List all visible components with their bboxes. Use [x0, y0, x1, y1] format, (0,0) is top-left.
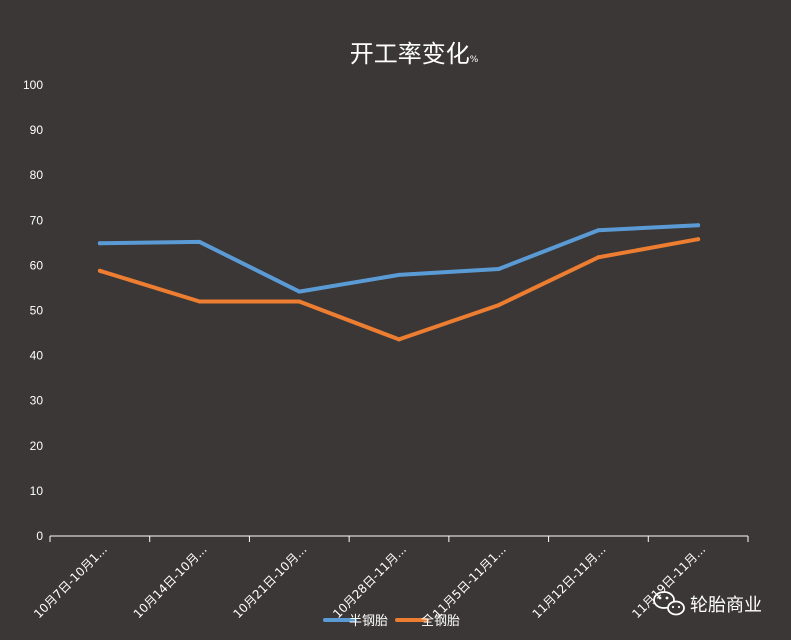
- y-tick-label: 90: [30, 123, 44, 137]
- data-point: [297, 299, 302, 304]
- x-tick-label: 10月14日-10月...: [131, 542, 210, 621]
- data-point: [596, 255, 601, 260]
- x-tick-label: 11月12日-11月...: [530, 542, 609, 621]
- data-point: [197, 299, 202, 304]
- legend-item-1: 全钢胎: [395, 613, 460, 629]
- y-tick-label: 60: [30, 258, 44, 272]
- y-tick-label: 40: [30, 349, 44, 363]
- chart-title: 开工率变化%: [350, 40, 479, 68]
- data-point: [197, 239, 202, 244]
- legend-label: 半钢胎: [349, 614, 388, 629]
- chart-title-text: 开工率变化: [350, 40, 470, 68]
- y-tick-label: 70: [30, 213, 44, 227]
- x-tick-label: 11月5日-11月1...: [430, 542, 509, 621]
- legend: 半钢胎 全钢胎: [323, 613, 460, 629]
- y-tick-label: 0: [36, 529, 43, 543]
- chart-title-unit: %: [470, 55, 479, 65]
- series-layer: [97, 223, 701, 342]
- legend-item-0: 半钢胎: [323, 614, 388, 629]
- x-tick-label: 10月28日-11月...: [330, 542, 409, 621]
- data-point: [696, 237, 701, 242]
- data-point: [97, 268, 102, 273]
- watermark: 轮胎商业: [653, 591, 762, 616]
- y-tick-label: 30: [30, 394, 44, 408]
- data-point: [496, 303, 501, 308]
- data-point: [696, 223, 701, 228]
- series-line-0: [97, 223, 701, 294]
- data-point: [397, 272, 401, 277]
- data-point: [97, 241, 102, 246]
- legend-label: 全钢胎: [421, 613, 460, 629]
- data-point: [496, 267, 501, 272]
- x-tick-label: 10月21日-10月...: [230, 542, 309, 621]
- y-tick-label: 80: [30, 168, 44, 182]
- y-tick-label: 20: [30, 439, 44, 453]
- data-point: [297, 289, 302, 294]
- y-tick-label: 10: [30, 484, 44, 498]
- data-point: [596, 228, 601, 233]
- y-axis: 0 10 20 30 40 50 60 70 80 90 100: [23, 78, 43, 543]
- watermark-text: 轮胎商业: [690, 595, 762, 616]
- wechat-icon: [653, 591, 685, 616]
- series-line-1: [97, 237, 701, 342]
- y-tick-label: 50: [30, 304, 44, 318]
- data-point: [397, 337, 401, 342]
- x-tick-label: 10月7日-10月1...: [31, 542, 110, 621]
- y-tick-label: 100: [23, 78, 43, 92]
- x-axis: 10月7日-10月1... 10月14日-10月... 10月21日-10月... 1…: [31, 535, 749, 621]
